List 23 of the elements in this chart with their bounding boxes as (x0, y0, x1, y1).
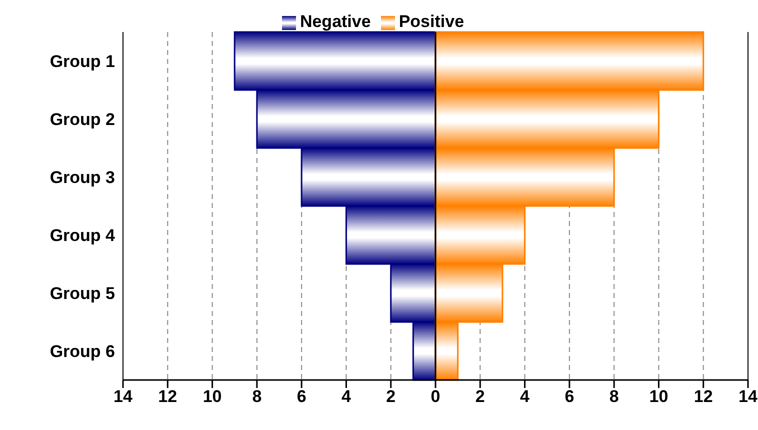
x-tick-label: 10 (649, 387, 668, 406)
y-tick-label: Group 3 (50, 168, 115, 188)
y-tick-label: Group 2 (50, 110, 115, 130)
y-tick-label: Group 1 (50, 52, 115, 72)
legend-label: Positive (398, 12, 464, 31)
y-tick-label: Group 6 (50, 342, 115, 362)
x-tick-label: 4 (341, 387, 352, 406)
x-tick-label: 8 (609, 387, 619, 406)
x-tick-label: 6 (296, 387, 306, 406)
x-tick-label: 10 (202, 387, 222, 406)
y-tick-label: Group 4 (50, 226, 116, 246)
legend-label: Negative (300, 12, 371, 31)
x-tick-label: 12 (694, 387, 713, 406)
x-tick-label: 6 (564, 387, 574, 406)
x-tick-label: 8 (252, 387, 262, 406)
x-tick-label: 2 (386, 387, 396, 406)
x-tick-label: 12 (158, 387, 178, 406)
x-tick-label: 0 (430, 387, 440, 406)
x-tick-label: 4 (520, 387, 530, 406)
x-tick-label: 2 (475, 387, 485, 406)
x-tick-label: 14 (738, 387, 758, 406)
x-tick-label: 14 (114, 387, 133, 406)
y-tick-label: Group 5 (50, 284, 115, 304)
